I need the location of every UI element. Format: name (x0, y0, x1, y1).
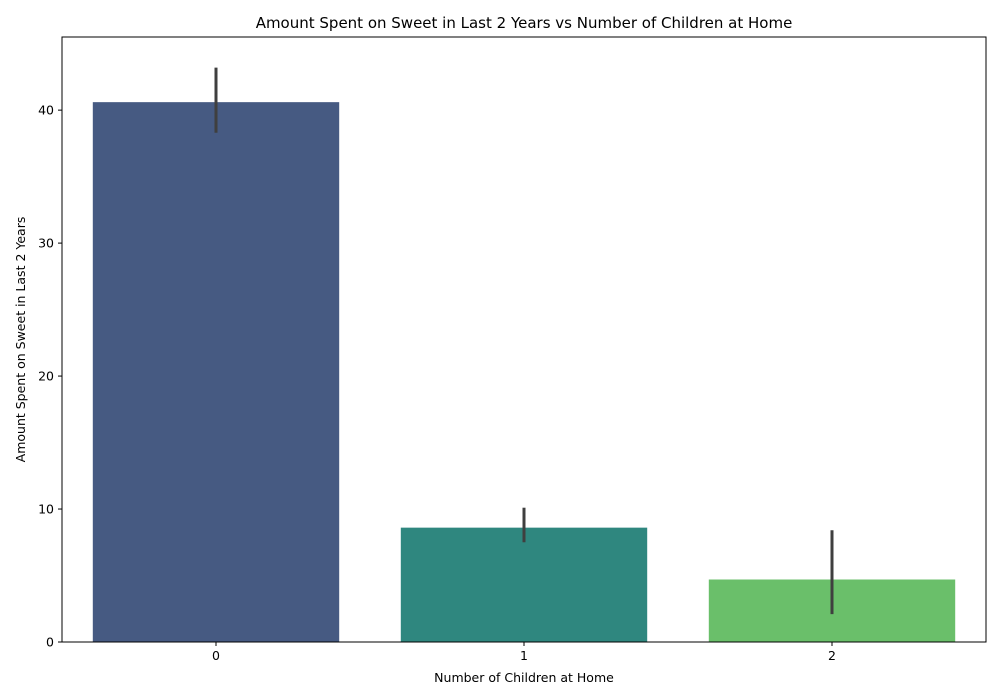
x-axis-label: Number of Children at Home (434, 670, 614, 685)
y-tick-label-40: 40 (38, 103, 54, 118)
x-tick-label-2: 2 (828, 648, 836, 663)
bar-1 (400, 527, 648, 642)
y-tick-label-30: 30 (38, 236, 54, 251)
y-tick-label-0: 0 (46, 635, 54, 650)
x-tick-label-0: 0 (212, 648, 220, 663)
y-tick-label-10: 10 (38, 502, 54, 517)
y-axis-label: Amount Spent on Sweet in Last 2 Years (13, 217, 28, 463)
y-tick-label-20: 20 (38, 369, 54, 384)
x-tick-label-1: 1 (520, 648, 528, 663)
bar-0 (92, 102, 340, 642)
x-axis: 0 1 2 (212, 642, 836, 663)
bars-layer (92, 102, 956, 642)
error-bars-layer (214, 67, 834, 615)
chart-title: Amount Spent on Sweet in Last 2 Years vs… (256, 14, 793, 32)
y-axis: 0 10 20 30 40 (38, 103, 62, 650)
